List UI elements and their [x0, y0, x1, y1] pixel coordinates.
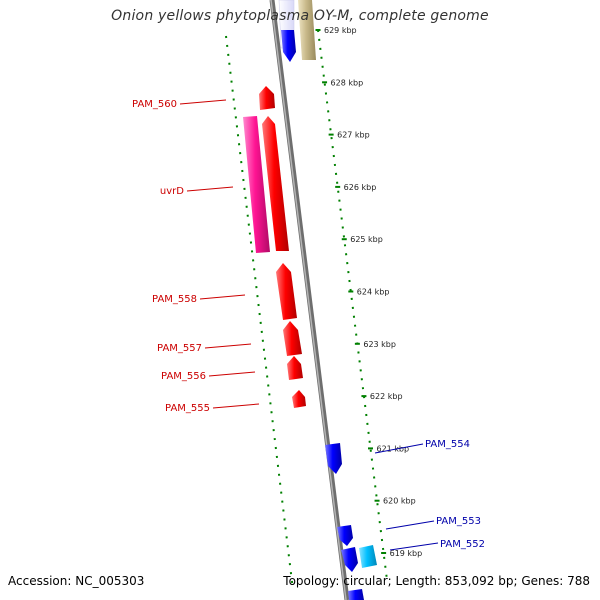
gene-label-uvrd: uvrD — [160, 186, 184, 197]
ruler-label: 621 kbp — [376, 444, 409, 453]
gene-arrow-pam-558 — [276, 263, 297, 320]
gene-label-pam-553: PAM_553 — [436, 516, 481, 527]
gene-arrow-top-blue — [281, 30, 296, 62]
gene-arrow-pam-557 — [283, 321, 302, 356]
genome-title: Onion yellows phytoplasma OY-M, complete… — [111, 8, 489, 24]
ruler-dotted-track — [317, 29, 388, 581]
gene-features — [243, 0, 377, 600]
ruler-label: 628 kbp — [331, 78, 364, 87]
gene-label-pam-555: PAM_555 — [165, 403, 210, 414]
gene-arrow-pam-554 — [325, 443, 342, 474]
gene-arrow-pam-556 — [287, 356, 303, 380]
gene-label-pam-556: PAM_556 — [161, 371, 206, 382]
ruler-label: 622 kbp — [370, 392, 403, 401]
gene-label-pam-552: PAM_552 — [440, 539, 485, 550]
gene-label-pam-558: PAM_558 — [152, 294, 197, 305]
gene-label-pam-557: PAM_557 — [157, 343, 202, 354]
gene-arrow-pam-555 — [292, 390, 306, 408]
inner-dotted-track — [225, 35, 294, 591]
gene-arrow-pam-559 — [262, 116, 289, 251]
ruler-marks: 629 kbp 628 kbp 627 kbp 626 kbp 625 kbp 624 k… — [315, 26, 423, 558]
ruler-label: 620 kbp — [383, 497, 416, 506]
ruler-label: 624 kbp — [357, 288, 390, 297]
accession-text: Accession: NC_005303 — [8, 574, 145, 588]
gene-label-pam-554: PAM_554 — [425, 439, 470, 450]
gene-label-pam-560: PAM_560 — [132, 99, 177, 110]
gene-arrow-uvrd — [243, 116, 270, 253]
ruler-label: 625 kbp — [350, 235, 383, 244]
gene-arrow-bottom-blue — [348, 589, 364, 600]
gene-arrow-cyan — [359, 545, 377, 568]
gene-arrow-pam-560 — [259, 86, 275, 110]
topology-text: Topology: circular; Length: 853,092 bp; … — [283, 574, 590, 588]
gene-arrow-pam-552 — [341, 547, 358, 572]
ruler-label: 619 kbp — [390, 549, 423, 558]
ruler-label: 626 kbp — [344, 183, 377, 192]
ruler-label: 623 kbp — [363, 340, 396, 349]
gene-arrow-pam-553 — [337, 525, 353, 546]
gene-labels: PAM_560 uvrD PAM_558 PAM_557 PAM_556 PAM… — [132, 99, 485, 551]
gene-arrow-top-khaki — [298, 0, 316, 60]
ruler-label: 627 kbp — [337, 131, 370, 140]
ruler-label: 629 kbp — [324, 26, 357, 35]
backbone — [269, 0, 350, 600]
